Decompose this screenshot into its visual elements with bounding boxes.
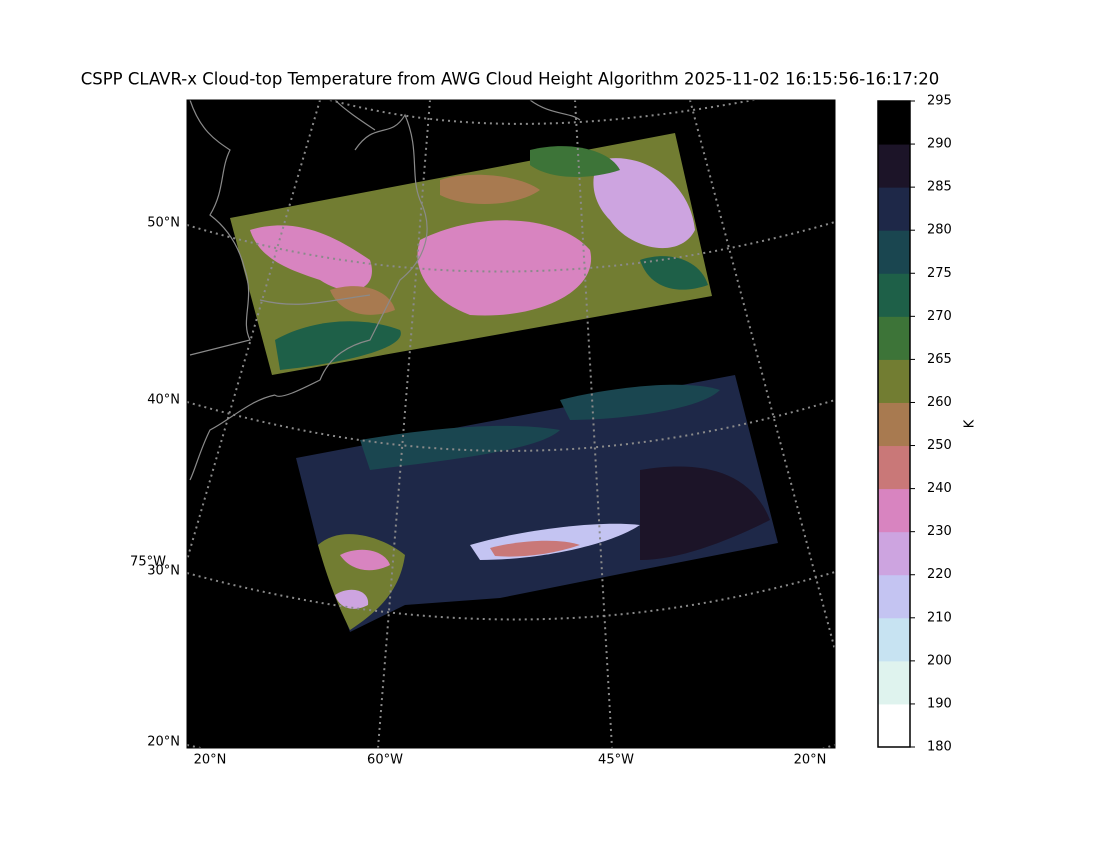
graticule <box>187 100 835 748</box>
longitude-label: 75°W <box>130 555 166 570</box>
colorbar-band <box>878 402 910 447</box>
colorbar-tick-label: 250 <box>927 438 952 453</box>
colorbar-tick-label: 200 <box>927 653 952 668</box>
colorbar-tick-label: 260 <box>927 395 952 410</box>
map-frame <box>186 99 836 749</box>
colorbar-band <box>878 101 910 145</box>
colorbar-tick-label: 230 <box>927 524 952 539</box>
colorbar-frame <box>877 100 911 748</box>
colorbar-label: K <box>963 419 978 428</box>
longitude-label: 60°W <box>367 753 403 768</box>
colorbar-band <box>878 187 910 231</box>
colorbar-tick-label: 265 <box>927 352 952 367</box>
colorbar-tick-label: 290 <box>927 137 952 152</box>
colorbar-band <box>878 574 910 619</box>
longitude-label: 20°N <box>794 753 827 768</box>
colorbar-tick-label: 275 <box>927 266 952 281</box>
colorbar-band <box>878 703 910 748</box>
colorbar-band <box>878 144 910 188</box>
latitude-label: 30°N <box>147 564 180 579</box>
map <box>187 100 835 748</box>
cloud-patches-north <box>250 146 708 370</box>
colorbar-tick-label: 285 <box>927 180 952 195</box>
colorbar-tick-label: 180 <box>927 740 952 755</box>
longitude-label: 45°W <box>598 753 634 768</box>
colorbar-tick-label: 210 <box>927 610 952 625</box>
colorbar-band <box>878 316 910 360</box>
colorbar-band <box>878 531 910 576</box>
colorbar-band <box>878 445 910 490</box>
colorbar-tick-label: 270 <box>927 309 952 324</box>
colorbar-band <box>878 488 910 533</box>
longitude-label: 20°N <box>194 753 227 768</box>
colorbar-tick-label: 220 <box>927 567 952 582</box>
colorbar-band <box>878 359 910 403</box>
coastlines <box>189 100 581 481</box>
colorbar-band <box>878 660 910 705</box>
colorbar-band <box>878 230 910 274</box>
colorbar-tick-label: 190 <box>927 696 952 711</box>
colorbar-band <box>878 617 910 662</box>
colorbar-tick-label: 280 <box>927 223 952 238</box>
latitude-label: 40°N <box>147 393 180 408</box>
colorbar-tick-label: 240 <box>927 481 952 496</box>
latitude-label: 50°N <box>147 216 180 231</box>
title: CSPP CLAVR-x Cloud-top Temperature from … <box>81 70 940 89</box>
colorbar-band <box>878 273 910 317</box>
colorbar-tick-label: 295 <box>927 94 952 109</box>
latitude-label: 20°N <box>147 735 180 750</box>
